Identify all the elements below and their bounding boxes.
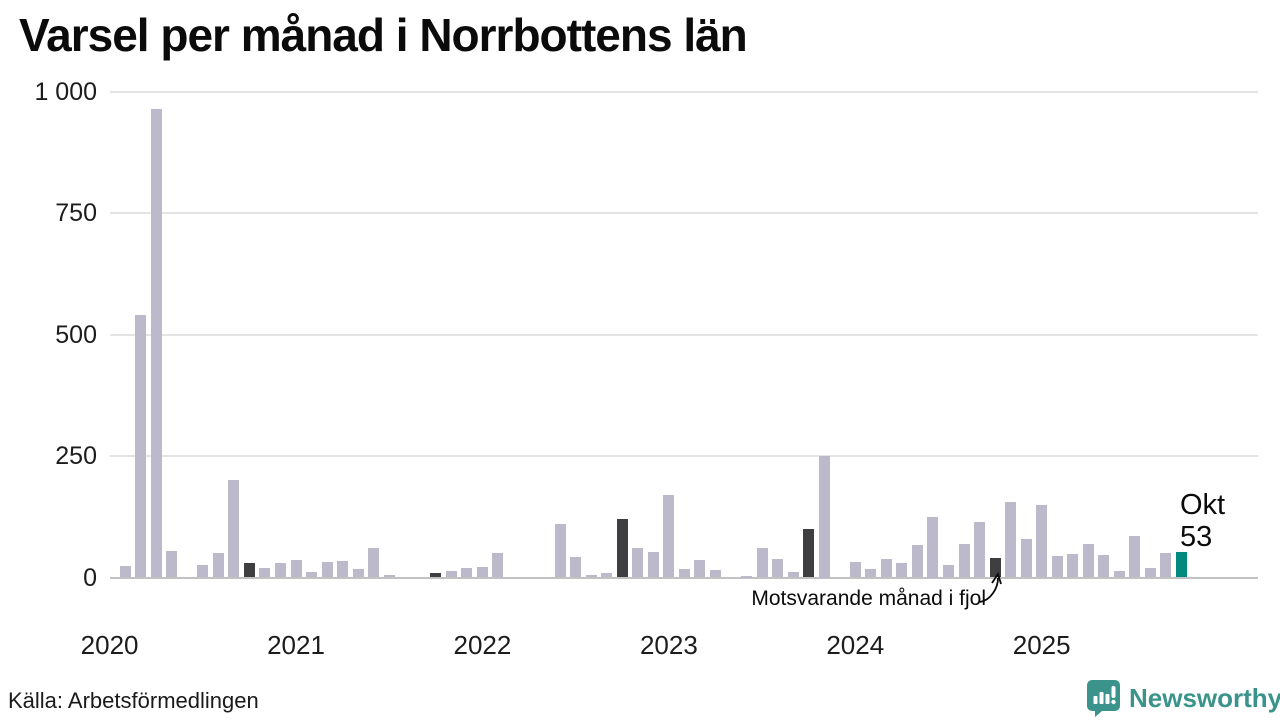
bar-2020-04 — [150, 108, 162, 578]
bar-2024-02 — [865, 568, 877, 578]
current-bar-label: Okt 53 — [1180, 489, 1225, 553]
bar-2025-03 — [1067, 554, 1079, 578]
bar-2024-03 — [880, 559, 892, 578]
bar-2024-11 — [1005, 502, 1017, 578]
gridline-0 — [110, 576, 1258, 579]
y-tick-750: 750 — [55, 199, 97, 228]
gridline-750 — [110, 212, 1258, 215]
bar-2024-01 — [849, 561, 861, 578]
chart-title: Varsel per månad i Norrbottens län — [19, 9, 748, 61]
x-tick-2021: 2021 — [267, 630, 325, 660]
bar-2021-10 — [430, 573, 442, 578]
bar-2021-05 — [352, 569, 364, 578]
bar-2025-06 — [1113, 570, 1125, 578]
gridline-250 — [110, 455, 1258, 458]
gridline-500 — [110, 333, 1258, 336]
bar-2023-08 — [772, 558, 784, 578]
newsworthy-wordmark: Newsworthy — [1129, 683, 1280, 713]
bar-2020-09 — [228, 480, 240, 578]
current-bar-month: Okt — [1180, 489, 1226, 521]
annotation-arrow-icon — [979, 571, 1002, 603]
y-tick-500: 500 — [55, 320, 97, 349]
bar-2023-06 — [741, 576, 753, 578]
bar-2023-07 — [756, 548, 768, 578]
bar-2021-06 — [368, 548, 380, 578]
bar-2025-07 — [1129, 536, 1141, 578]
bar-2021-11 — [445, 570, 457, 578]
bar-2025-08 — [1144, 567, 1156, 578]
bar-2022-02 — [492, 553, 504, 578]
x-tick-2024: 2024 — [826, 630, 885, 660]
y-tick-0: 0 — [83, 563, 97, 592]
y-tick-1000: 1 000 — [34, 78, 97, 106]
bar-2020-08 — [212, 553, 224, 578]
bar-2024-10 — [989, 558, 1001, 578]
gridline-1000 — [110, 91, 1258, 93]
bar-2021-01 — [290, 559, 302, 578]
bar-2021-12 — [461, 568, 473, 578]
bar-2022-07 — [570, 556, 582, 578]
x-tick-2020: 2020 — [80, 630, 139, 660]
bar-2020-07 — [197, 565, 209, 578]
bar-2023-09 — [787, 571, 799, 578]
bar-2024-04 — [896, 563, 908, 578]
y-tick-250: 250 — [55, 442, 97, 471]
bar-2020-10 — [243, 562, 255, 578]
bar-2024-09 — [974, 521, 986, 578]
bar-2020-03 — [135, 315, 147, 578]
bar-2025-05 — [1098, 554, 1110, 578]
bar-2022-06 — [554, 524, 566, 578]
bar-2025-02 — [1051, 555, 1063, 578]
bar-2023-10 — [803, 528, 815, 578]
source-attribution: Källa: Arbetsförmedlingen — [8, 688, 259, 713]
bar-2020-02 — [119, 565, 131, 578]
bar-2022-11 — [632, 547, 644, 578]
bar-2024-12 — [1020, 538, 1032, 578]
bar-2025-04 — [1082, 543, 1094, 578]
bar-2021-07 — [383, 575, 395, 578]
bar-2022-10 — [616, 519, 628, 578]
bar-2021-02 — [306, 571, 318, 578]
bar-2022-08 — [585, 574, 597, 578]
bar-2020-11 — [259, 567, 271, 578]
bar-2022-12 — [647, 551, 659, 578]
x-tick-2023: 2023 — [639, 630, 698, 660]
newsworthy-bubble-chart-icon — [1087, 680, 1120, 717]
bar-2025-10 — [1176, 551, 1187, 578]
bar-2023-02 — [678, 568, 690, 578]
bar-2024-06 — [927, 516, 939, 578]
bar-2025-01 — [1036, 504, 1048, 578]
bar-2022-01 — [476, 566, 488, 578]
current-bar-value: 53 — [1180, 521, 1213, 553]
bar-2024-05 — [911, 545, 923, 578]
bar-2021-03 — [321, 561, 333, 578]
x-tick-2025: 2025 — [1012, 630, 1071, 660]
x-tick-2022: 2022 — [453, 630, 512, 660]
bar-2020-12 — [274, 562, 286, 578]
bar-2023-03 — [694, 560, 706, 578]
bar-2023-11 — [818, 456, 830, 578]
bar-2021-04 — [337, 561, 349, 578]
bar-2023-01 — [663, 494, 675, 578]
newsworthy-logo[interactable]: Newsworthy — [1086, 679, 1280, 717]
bar-2022-09 — [601, 572, 613, 578]
bar-2024-08 — [958, 544, 970, 578]
bar-2025-09 — [1160, 553, 1172, 578]
bar-2023-04 — [709, 570, 721, 578]
bar-2024-07 — [942, 564, 954, 578]
bar-2020-05 — [166, 550, 178, 578]
annotation-label: Motsvarande månad i fjol — [751, 587, 986, 610]
